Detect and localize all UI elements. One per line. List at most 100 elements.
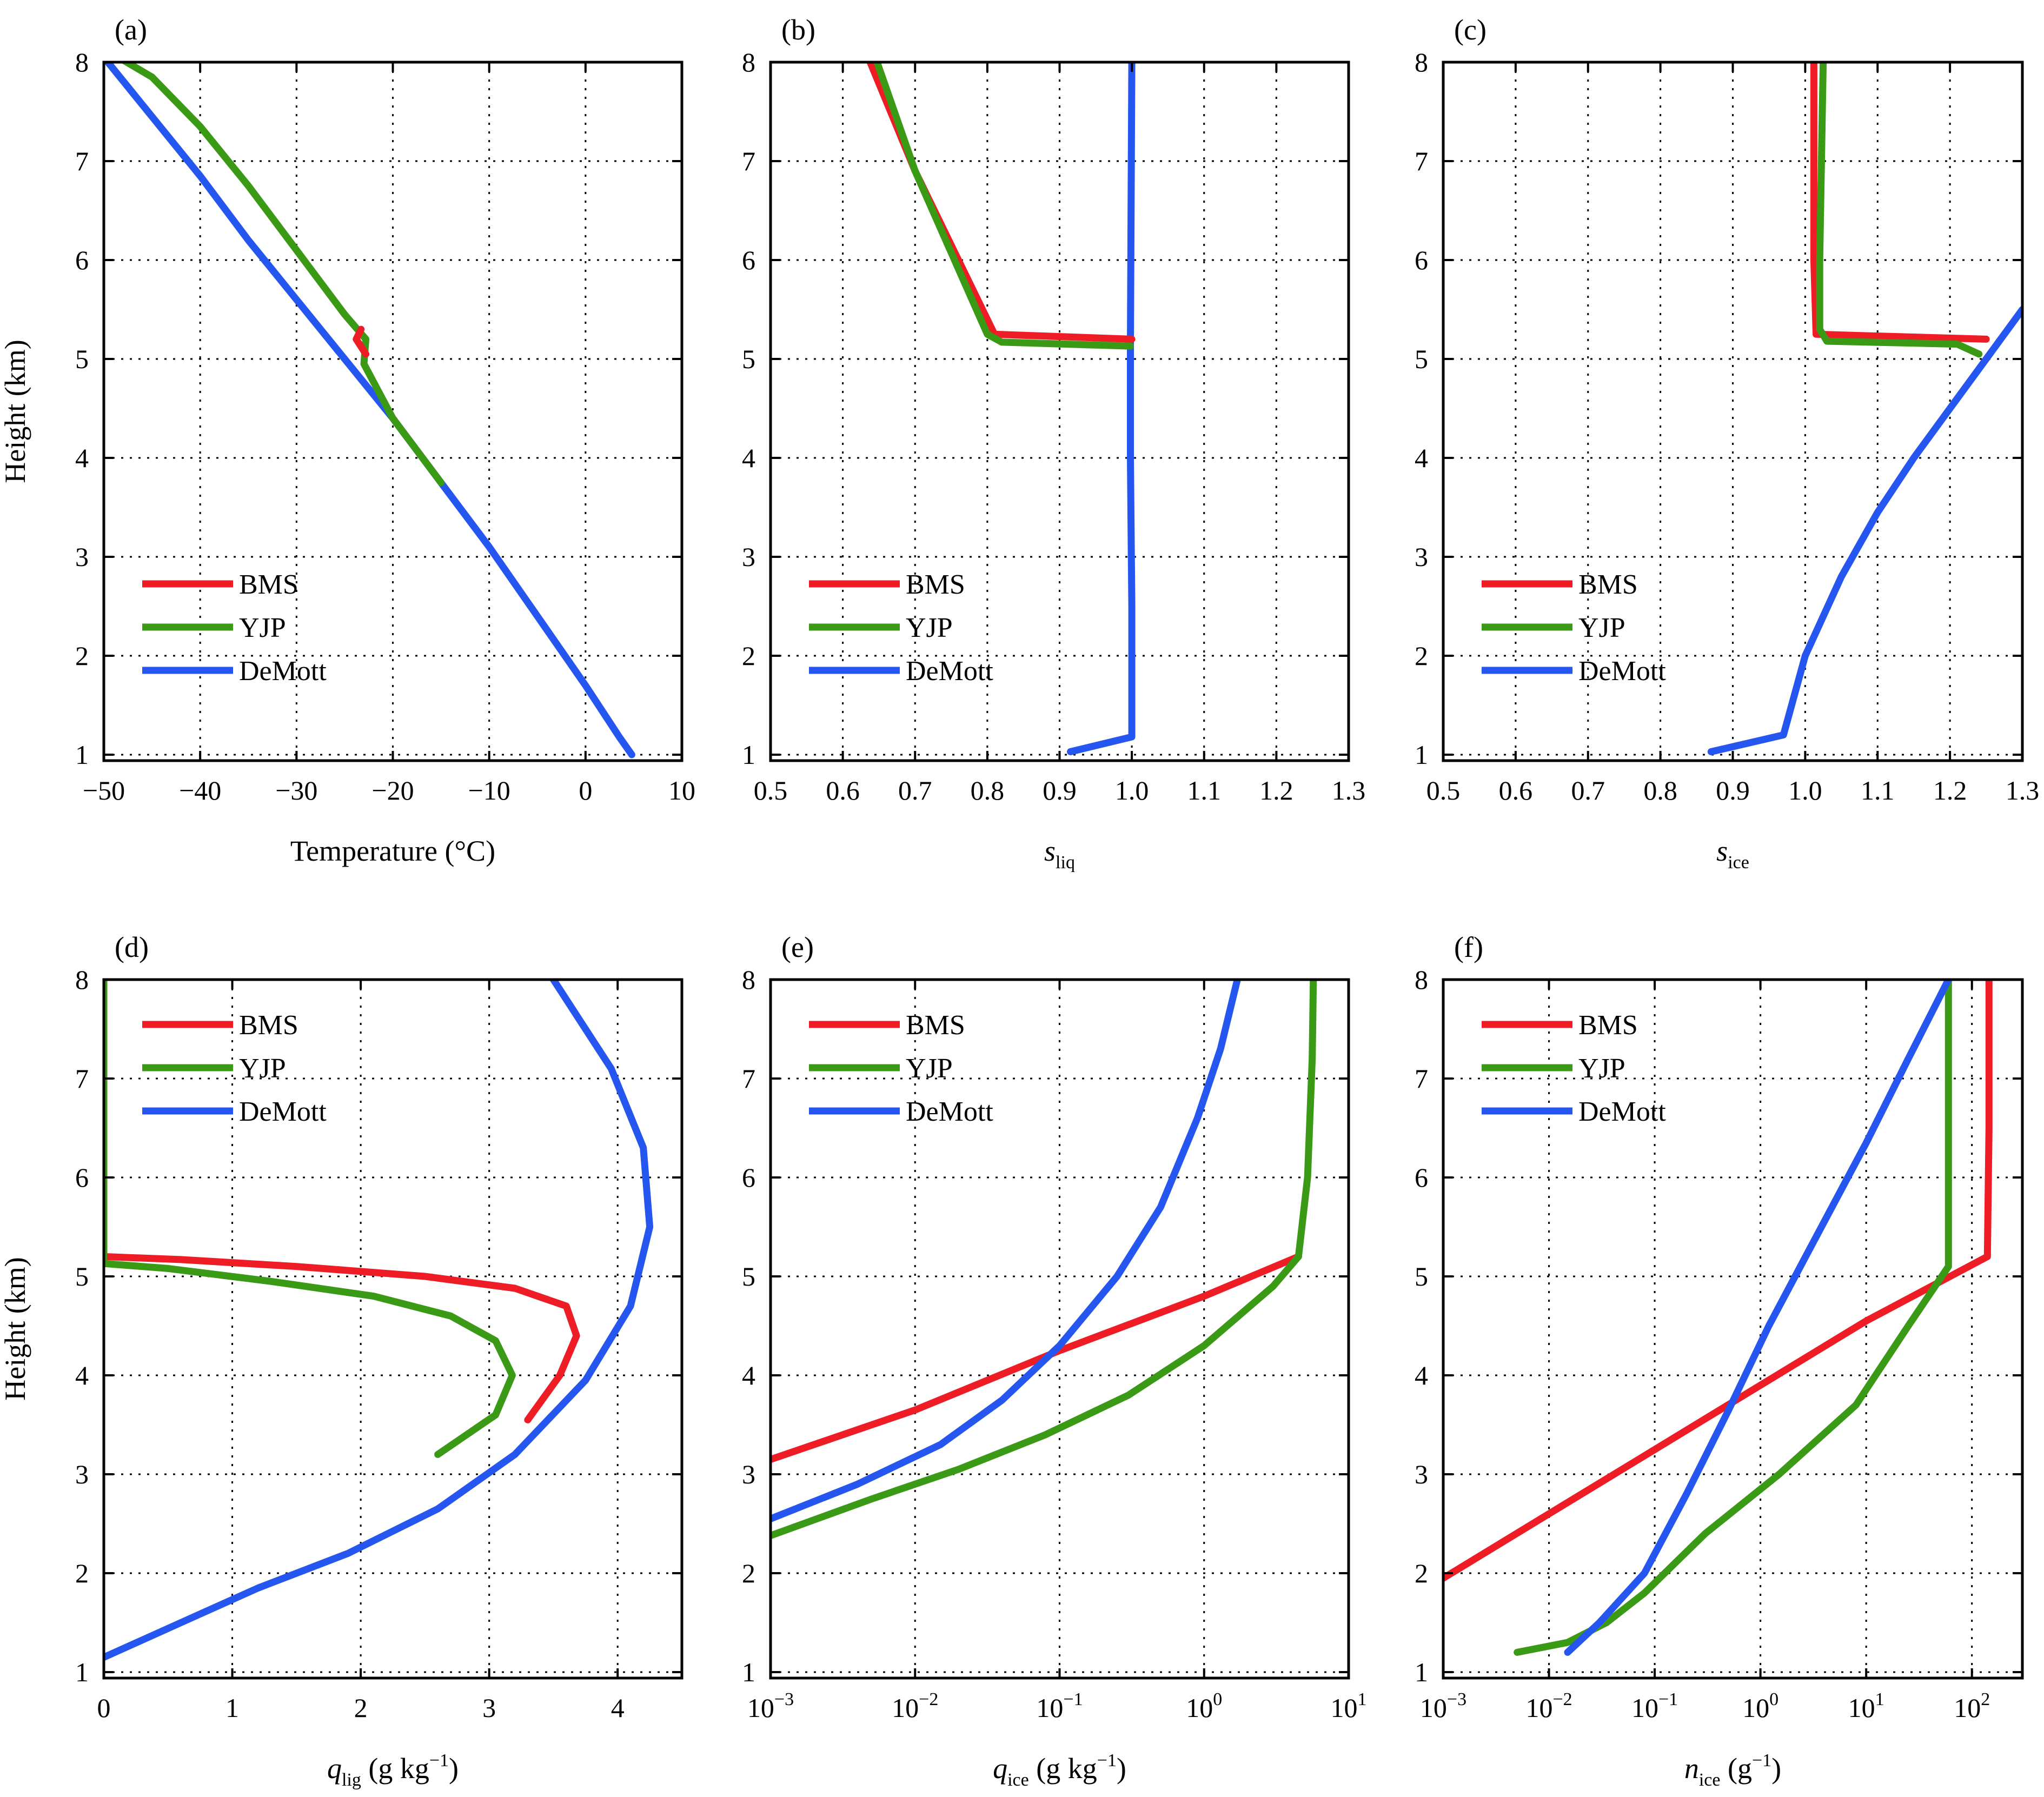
series-group-c bbox=[1707, 62, 2022, 755]
x-tick-label-base: 10 bbox=[1848, 1693, 1875, 1723]
series-group-f bbox=[1443, 980, 1993, 1656]
x-tick-label-b-3: 0.8 bbox=[971, 775, 1005, 806]
ticks-c bbox=[1442, 61, 2023, 761]
y-tick-label-d-5: 6 bbox=[75, 1162, 89, 1193]
legend-label-demott-c: DeMott bbox=[1578, 656, 1666, 687]
y-tick-label-e-7: 8 bbox=[742, 964, 755, 995]
x-tick-label-b-6: 1.1 bbox=[1187, 775, 1222, 806]
x-tick-label-a-5: 0 bbox=[579, 775, 592, 806]
series-yjp-line-b bbox=[873, 62, 1134, 350]
x-tick-label-exponent: −2 bbox=[1552, 1689, 1572, 1709]
y-tick-label-f-1: 2 bbox=[1415, 1558, 1428, 1588]
ticks-d bbox=[103, 979, 682, 1678]
x-tick-label-base: 10 bbox=[1036, 1693, 1063, 1723]
x-tick-label-f-5: 102 bbox=[1954, 1689, 1990, 1723]
x-tick-label-c-0: 0.5 bbox=[1426, 775, 1461, 806]
y-tick-label-f-3: 4 bbox=[1415, 1360, 1428, 1390]
series-bms-line-c bbox=[1810, 62, 1990, 343]
x-axis-label-unit-close: ) bbox=[1771, 1752, 1781, 1785]
x-tick-label-f-2: 10−1 bbox=[1631, 1689, 1678, 1723]
y-tick-label-c-7: 8 bbox=[1415, 47, 1428, 77]
y-tick-label-d-6: 7 bbox=[75, 1063, 89, 1094]
legend-label-yjp-b: YJP bbox=[906, 613, 953, 643]
series-group-a bbox=[104, 62, 635, 758]
y-tick-label-b-0: 1 bbox=[742, 740, 755, 770]
legend-c: BMS YJP DeMott bbox=[1482, 569, 1666, 687]
ticks-b bbox=[769, 61, 1350, 761]
y-tick-label-b-6: 7 bbox=[742, 146, 755, 176]
x-axis-label-symbol: n bbox=[1684, 1752, 1699, 1785]
x-tick-label-d-4: 4 bbox=[611, 1693, 625, 1723]
x-tick-label-d-2: 2 bbox=[354, 1693, 368, 1723]
x-axis-label-e: qice (g kg−1) bbox=[993, 1751, 1126, 1790]
legend-label-yjp-e: YJP bbox=[906, 1053, 953, 1084]
axes-frame-f bbox=[1442, 978, 2024, 1680]
x-axis-label-subscript: liq bbox=[1056, 853, 1075, 873]
y-tick-label-c-6: 7 bbox=[1415, 146, 1428, 176]
series-bms-line-d bbox=[104, 1253, 580, 1423]
x-tick-label-exponent: −1 bbox=[1063, 1689, 1083, 1709]
series-demott-line-c bbox=[1707, 306, 2022, 755]
y-tick-label-f-5: 6 bbox=[1415, 1162, 1428, 1193]
y-tick-label-f-2: 3 bbox=[1415, 1459, 1428, 1489]
y-tick-label-f-6: 7 bbox=[1415, 1063, 1428, 1094]
y-tick-label-b-7: 8 bbox=[742, 47, 755, 77]
y-tick-label-d-7: 8 bbox=[75, 964, 89, 995]
x-tick-label-exponent: −3 bbox=[774, 1689, 794, 1709]
y-tick-label-d-1: 2 bbox=[75, 1558, 89, 1588]
grid-e bbox=[771, 980, 1349, 1678]
panel-label-c: (c) bbox=[1454, 14, 1486, 46]
legend-label-demott-a: DeMott bbox=[239, 656, 327, 687]
x-tick-label-e-2: 10−1 bbox=[1036, 1689, 1083, 1723]
y-tick-label-b-2: 3 bbox=[742, 542, 755, 572]
x-axis-label-subscript: ice bbox=[1728, 853, 1749, 873]
y-tick-label-b-3: 4 bbox=[742, 443, 755, 473]
x-tick-label-a-4: −10 bbox=[468, 775, 510, 806]
y-tick-label-e-4: 5 bbox=[742, 1261, 755, 1292]
series-bms-line-a bbox=[353, 325, 370, 358]
y-tick-label-e-6: 7 bbox=[742, 1063, 755, 1094]
y-tick-label-c-0: 1 bbox=[1415, 740, 1428, 770]
y-tick-label-d-4: 5 bbox=[75, 1261, 89, 1292]
series-bms-line-f bbox=[1443, 980, 1993, 1582]
ticks-f bbox=[1442, 979, 2022, 1678]
x-axis-label-subscript: lig bbox=[342, 1770, 361, 1790]
x-axis-label-d: qlig (g kg−1) bbox=[327, 1751, 459, 1790]
legend-label-yjp-d: YJP bbox=[239, 1053, 286, 1084]
y-axis-label-a: Height (km) bbox=[0, 340, 31, 483]
x-tick-label-exponent: 0 bbox=[1769, 1689, 1778, 1709]
y-tick-label-a-4: 5 bbox=[75, 344, 89, 374]
x-tick-label-b-0: 0.5 bbox=[754, 775, 788, 806]
y-tick-label-f-7: 8 bbox=[1415, 964, 1428, 995]
y-axis-label-d: Height (km) bbox=[0, 1257, 31, 1400]
legend-label-bms-d: BMS bbox=[239, 1010, 298, 1041]
y-tick-label-d-3: 4 bbox=[75, 1360, 89, 1390]
legend-label-bms-b: BMS bbox=[906, 569, 965, 600]
panel-label-e: (e) bbox=[781, 931, 814, 963]
x-tick-label-exponent: 0 bbox=[1213, 1689, 1222, 1709]
series-yjp-line-d bbox=[104, 980, 516, 1458]
x-axis-label-unit: (g kg bbox=[361, 1752, 429, 1785]
x-tick-label-c-8: 1.3 bbox=[2006, 775, 2040, 806]
x-tick-label-d-3: 3 bbox=[482, 1693, 496, 1723]
y-tick-label-e-0: 1 bbox=[742, 1657, 755, 1687]
y-tick-label-b-4: 5 bbox=[742, 344, 755, 374]
y-tick-label-d-0: 1 bbox=[75, 1657, 89, 1687]
legend-e: BMS YJP DeMott bbox=[809, 1010, 993, 1127]
legend-label-yjp-f: YJP bbox=[1578, 1053, 1625, 1084]
x-tick-label-f-4: 101 bbox=[1848, 1689, 1884, 1723]
x-axis-label-unit-exponent: −1 bbox=[1097, 1751, 1117, 1771]
axes-frame-d bbox=[102, 978, 683, 1680]
ticks-e bbox=[769, 979, 1350, 1678]
y-tick-label-c-3: 4 bbox=[1415, 443, 1428, 473]
y-tick-label-a-1: 2 bbox=[75, 641, 89, 671]
panel-label-a: (a) bbox=[115, 14, 147, 46]
x-tick-label-a-0: −50 bbox=[83, 775, 125, 806]
x-tick-label-c-6: 1.1 bbox=[1861, 775, 1895, 806]
y-tick-label-a-7: 8 bbox=[75, 47, 89, 77]
legend-a: BMS YJP DeMott bbox=[142, 569, 327, 687]
x-tick-label-a-3: −20 bbox=[371, 775, 414, 806]
x-tick-label-exponent: 1 bbox=[1358, 1689, 1367, 1709]
x-tick-label-base: 10 bbox=[892, 1693, 919, 1723]
